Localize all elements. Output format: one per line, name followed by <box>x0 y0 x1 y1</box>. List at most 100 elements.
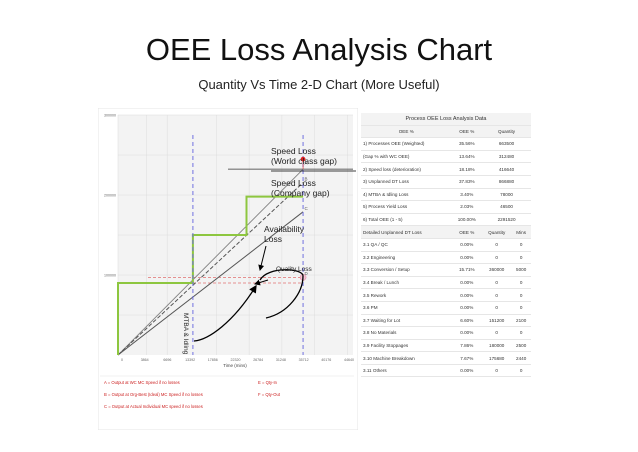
value-cell: 0 <box>511 276 531 290</box>
table-row: 5) Process Yield Loss 2.03% 46500 <box>361 200 531 214</box>
row-label-cell: 3.7 Waiting for Lot <box>361 314 452 328</box>
row-label-cell: 3.10 Machine Breakdown <box>361 351 452 365</box>
value-cell: 2440 <box>511 351 531 365</box>
value-cell: 0 <box>511 238 531 252</box>
availability-loss-arrow <box>258 245 267 271</box>
series-line-c <box>117 211 304 356</box>
value-cell: 13.64% <box>451 150 483 164</box>
loss-data-table-panel: Process OEE Loss Analysis Data OEE % OEE… <box>361 113 531 378</box>
x-axis-label: Time (mins) <box>223 363 247 368</box>
value-cell: 2100 <box>511 314 531 328</box>
value-cell: 37.83% <box>451 175 483 189</box>
row-label-cell: (Gap % with WC OEE) <box>361 150 452 164</box>
chart-series <box>117 168 304 356</box>
table-row: 3.5 Rework 0.00% 0 0 <box>361 288 531 302</box>
speed-loss-company-label: Speed Loss (Company gap) <box>271 178 330 198</box>
x-tick-label: 13392 <box>185 358 195 362</box>
table-caption: Process OEE Loss Analysis Data <box>361 113 531 126</box>
speed-loss-world-label: Speed Loss (World class gap) <box>271 146 337 166</box>
row-label-cell: 2) Speed loss (deterioration) <box>361 162 452 176</box>
value-cell: 0.00% <box>451 364 483 378</box>
value-cell: 0 <box>511 301 531 315</box>
x-tick-label: 44640 <box>344 358 354 362</box>
row-label-cell: 3.9 Facility Stoppages <box>361 339 452 353</box>
table-row: 3.9 Facility Stoppages 7.86% 180000 2500 <box>361 339 531 353</box>
table-row: 3.11 Others 0.00% 0 0 <box>361 364 531 378</box>
table-header-cell: OEE % <box>451 125 483 139</box>
table-row: 3.10 Machine Breakdown 7.67% 175680 2440 <box>361 351 531 365</box>
value-cell: 0 <box>482 326 512 340</box>
row-label-cell: 3.11 Others <box>361 364 452 378</box>
summary-rows: 1) Processes OEE (Weighted) 35.56% 663500(… <box>361 137 531 227</box>
value-cell: 0.00% <box>451 301 483 315</box>
table-row: 3.1 QA / QC 0.00% 0 0 <box>361 238 531 252</box>
table-row: 3.3 Conversion / Setup 15.71% 360000 5000 <box>361 263 531 277</box>
value-cell: 151200 <box>482 314 512 328</box>
value-cell: 0.00% <box>451 238 483 252</box>
table-row: 3.7 Waiting for Lot 6.60% 151200 2100 <box>361 314 531 328</box>
row-label-cell: 6) Total OEE (1 - 5) <box>361 213 452 227</box>
row-label-cell: 5) Process Yield Loss <box>361 200 452 214</box>
table-row: 3.6 PM 0.00% 0 0 <box>361 301 531 315</box>
page-title: OEE Loss Analysis Chart <box>145 32 493 67</box>
value-cell: 2.03% <box>451 200 483 214</box>
row-label-cell: 3.2 Engineering <box>361 251 452 265</box>
value-cell: 175680 <box>482 351 512 365</box>
quality-loss-curve <box>259 269 304 319</box>
row-label-cell: 3.4 Break / Lunch <box>361 276 452 290</box>
table-row: 3.2 Engineering 0.00% 0 0 <box>361 251 531 265</box>
value-cell: 2291520 <box>482 213 531 227</box>
availability-loss-label: Availability Loss <box>264 224 306 244</box>
detail-header-cell: Mins <box>511 225 531 239</box>
vertical-lines <box>192 135 304 355</box>
table-row: 1) Processes OEE (Weighted) 35.56% 663500 <box>361 137 531 151</box>
table-row: 3.4 Break / Lunch 0.00% 0 0 <box>361 276 531 290</box>
point-label: B <box>305 177 308 182</box>
value-cell: 5000 <box>511 263 531 277</box>
y-tick-label: 100000 <box>104 274 116 278</box>
value-cell: 35.56% <box>451 137 483 151</box>
row-label-cell: 3) Unplanned DT Loss <box>361 175 452 189</box>
value-cell: 0 <box>511 251 531 265</box>
table-row: 3) Unplanned DT Loss 37.83% 866880 <box>361 175 531 189</box>
chart-legend: A = Output at WC MC Speed if no losses E… <box>100 375 354 409</box>
value-cell: 0 <box>511 288 531 302</box>
x-tick-label: 31248 <box>276 358 286 362</box>
legend-entry-e: E = Qty-In <box>258 380 278 385</box>
series-line-b <box>117 182 304 356</box>
x-tick-label: 17856 <box>208 358 218 362</box>
series-line-a <box>117 168 304 356</box>
point-label: C <box>305 206 309 211</box>
value-cell: 0 <box>482 276 512 290</box>
table-header-cell: Quantity <box>482 125 531 139</box>
quality-loss-arrow-2 <box>254 279 269 286</box>
detail-header-cell: Quantity <box>482 225 512 239</box>
x-tick-label: 35712 <box>299 358 309 362</box>
value-cell: 663500 <box>482 137 531 151</box>
legend-entry-f: F = Qty-Out <box>258 392 281 397</box>
legend-entry-b: B = Output at Org-Best (Ideal) MC Speed … <box>104 392 203 397</box>
row-label-cell: 3.5 Rework <box>361 288 452 302</box>
value-cell: 0 <box>482 288 512 302</box>
legend-entry-c: C = Output at Actual Individual MC speed… <box>104 404 203 409</box>
x-tick-label: 0 <box>121 358 123 362</box>
row-label-cell: 3.8 No Materials <box>361 326 452 340</box>
oee-chart: 100000 200000 300000 0 3864 6696 13392 17856 22… <box>97 107 359 431</box>
detail-header-cell: Detailed Unplanned DT Loss <box>361 225 452 239</box>
chart-panel: 100000 200000 300000 0 3864 6696 13392 17856 22… <box>97 107 359 431</box>
value-cell: 18.18% <box>451 162 483 176</box>
value-cell: 0.00% <box>451 276 483 290</box>
row-label-cell: 3.3 Conversion / Setup <box>361 263 452 277</box>
value-cell: 7.86% <box>451 339 483 353</box>
value-cell: 0 <box>511 326 531 340</box>
page-subtitle: Quantity Vs Time 2-D Chart (More Useful) <box>198 77 440 92</box>
y-tick-label: 300000 <box>104 114 116 118</box>
table-row: (Gap % with WC OEE) 13.64% 312480 <box>361 150 531 164</box>
value-cell: 180000 <box>482 339 512 353</box>
value-cell: 7.67% <box>451 351 483 365</box>
row-label-cell: 3.1 QA / QC <box>361 238 452 252</box>
detail-rows: 3.1 QA / QC 0.00% 0 0 3.2 Engineering 0.00% 0 0… <box>361 238 531 378</box>
x-tick-label: 40176 <box>321 358 331 362</box>
x-tick-label: 22320 <box>231 358 241 362</box>
value-cell: 0 <box>482 238 512 252</box>
